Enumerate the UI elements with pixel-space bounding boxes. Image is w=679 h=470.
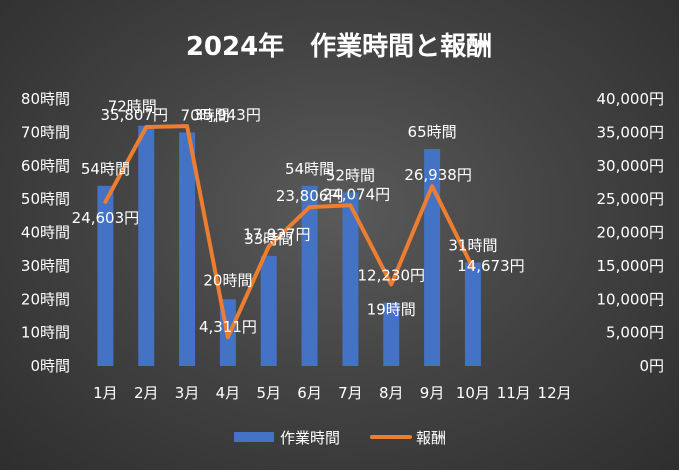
left-tick-label: 70時間 (21, 123, 70, 141)
right-tick-label: 35,000円 (597, 123, 665, 141)
x-tick-label: 1月 (93, 384, 118, 402)
right-tick-label: 20,000円 (597, 224, 665, 242)
bar-6 (301, 185, 318, 366)
line-data-label: 35,807円 (101, 106, 169, 124)
right-tick-label: 5,000円 (606, 324, 664, 342)
left-tick-label: 10時間 (21, 324, 70, 342)
line-data-label: 14,673円 (457, 257, 525, 275)
left-tick-label: 60時間 (21, 157, 70, 175)
legend: 作業時間 報酬 (234, 429, 446, 447)
right-tick-label: 10,000円 (597, 290, 665, 308)
right-tick-label: 0円 (639, 357, 664, 375)
left-tick-label: 30時間 (21, 257, 70, 275)
bar-1 (97, 185, 114, 366)
legend-swatch-bar (234, 432, 274, 442)
bar-data-label: 54時間 (81, 160, 130, 178)
right-tick-label: 30,000円 (597, 157, 665, 175)
x-tick-label: 2月 (134, 384, 159, 402)
bar-data-label: 33時間 (244, 230, 293, 248)
left-tick-label: 20時間 (21, 290, 70, 308)
bar-7 (342, 192, 359, 366)
x-tick-label: 12月 (538, 384, 572, 402)
x-tick-label: 10月 (456, 384, 490, 402)
bar-5 (260, 255, 277, 366)
x-tick-label: 5月 (256, 384, 281, 402)
right-tick-label: 25,000円 (597, 190, 665, 208)
left-tick-label: 80時間 (21, 90, 70, 108)
bar-2 (138, 125, 155, 366)
bar-8 (383, 302, 400, 366)
bar-data-label: 31時間 (448, 237, 497, 255)
chart-title: 2024年 作業時間と報酬 (186, 31, 492, 62)
line-data-label: 23,806円 (276, 187, 344, 205)
line-data-labels: 24,603円 35,807円 35,943円 4,311円 17,927円 23,806… (72, 106, 525, 336)
line-data-label: 24,074円 (323, 185, 391, 203)
x-axis: 1月 2月 3月 4月 5月 6月 7月 8月 9月 10月 11月 12月 (93, 384, 571, 402)
x-tick-label: 7月 (338, 384, 363, 402)
left-tick-label: 0時間 (30, 357, 70, 375)
right-tick-label: 40,000円 (597, 90, 665, 108)
left-axis: 0時間 10時間 20時間 30時間 40時間 50時間 60時間 70時間 80時間 (21, 90, 70, 375)
line-data-label: 24,603円 (72, 209, 140, 227)
line-data-label: 12,230円 (358, 266, 426, 284)
x-tick-label: 4月 (216, 384, 241, 402)
line-series (103, 124, 475, 340)
bar-data-label: 19時間 (367, 301, 416, 319)
left-tick-label: 40時間 (21, 224, 70, 242)
bar-data-label: 54時間 (285, 160, 334, 178)
bar-data-label: 20時間 (203, 271, 252, 289)
bar-data-label: 65時間 (408, 123, 457, 141)
x-tick-label: 11月 (497, 384, 531, 402)
bar-3 (179, 132, 196, 366)
x-tick-label: 8月 (379, 384, 404, 402)
line-data-label: 4,311円 (199, 318, 257, 336)
right-tick-label: 15,000円 (597, 257, 665, 275)
left-tick-label: 50時間 (21, 190, 70, 208)
x-tick-label: 3月 (175, 384, 200, 402)
legend-label-line: 報酬 (416, 429, 446, 447)
reward-line (103, 124, 475, 340)
bar-data-label: 52時間 (326, 166, 375, 184)
x-tick-label: 6月 (297, 384, 322, 402)
right-axis: 0円 5,000円 10,000円 15,000円 20,000円 25,000円 30,0… (597, 90, 665, 375)
legend-label-bar: 作業時間 (280, 429, 340, 447)
bar-9 (424, 149, 441, 366)
x-tick-label: 9月 (420, 384, 445, 402)
bar-data-label: 70時間 (181, 106, 230, 124)
line-data-label: 26,938円 (404, 166, 472, 184)
line-data-label: 17,927円 (243, 225, 311, 243)
line-data-label: 35,943円 (193, 106, 261, 124)
bar-10 (464, 262, 481, 366)
bar-data-label: 72時間 (108, 98, 157, 116)
